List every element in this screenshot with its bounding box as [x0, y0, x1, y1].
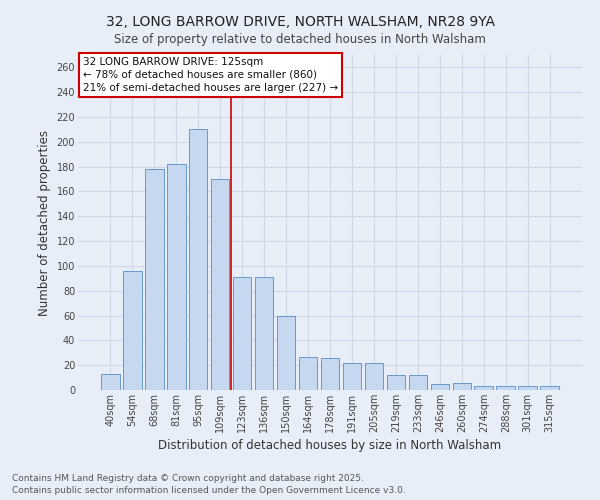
Bar [452, 382, 471, 390]
Bar [386, 375, 405, 390]
Bar [518, 386, 537, 390]
Bar [211, 179, 229, 390]
Text: Contains HM Land Registry data © Crown copyright and database right 2025.
Contai: Contains HM Land Registry data © Crown c… [12, 474, 406, 495]
Bar [541, 386, 559, 390]
Bar [167, 164, 185, 390]
Text: 32, LONG BARROW DRIVE, NORTH WALSHAM, NR28 9YA: 32, LONG BARROW DRIVE, NORTH WALSHAM, NR… [106, 15, 494, 29]
Bar [409, 375, 427, 390]
Bar [299, 356, 317, 390]
Bar [123, 271, 142, 390]
Text: Size of property relative to detached houses in North Walsham: Size of property relative to detached ho… [114, 32, 486, 46]
Bar [233, 277, 251, 390]
Bar [320, 358, 340, 390]
Bar [475, 386, 493, 390]
Bar [277, 316, 295, 390]
X-axis label: Distribution of detached houses by size in North Walsham: Distribution of detached houses by size … [158, 439, 502, 452]
Bar [101, 374, 119, 390]
Bar [431, 384, 449, 390]
Bar [343, 362, 361, 390]
Bar [365, 362, 383, 390]
Text: 32 LONG BARROW DRIVE: 125sqm
← 78% of detached houses are smaller (860)
21% of s: 32 LONG BARROW DRIVE: 125sqm ← 78% of de… [83, 56, 338, 93]
Bar [189, 130, 208, 390]
Bar [255, 277, 274, 390]
Bar [145, 169, 164, 390]
Y-axis label: Number of detached properties: Number of detached properties [38, 130, 51, 316]
Bar [496, 386, 515, 390]
